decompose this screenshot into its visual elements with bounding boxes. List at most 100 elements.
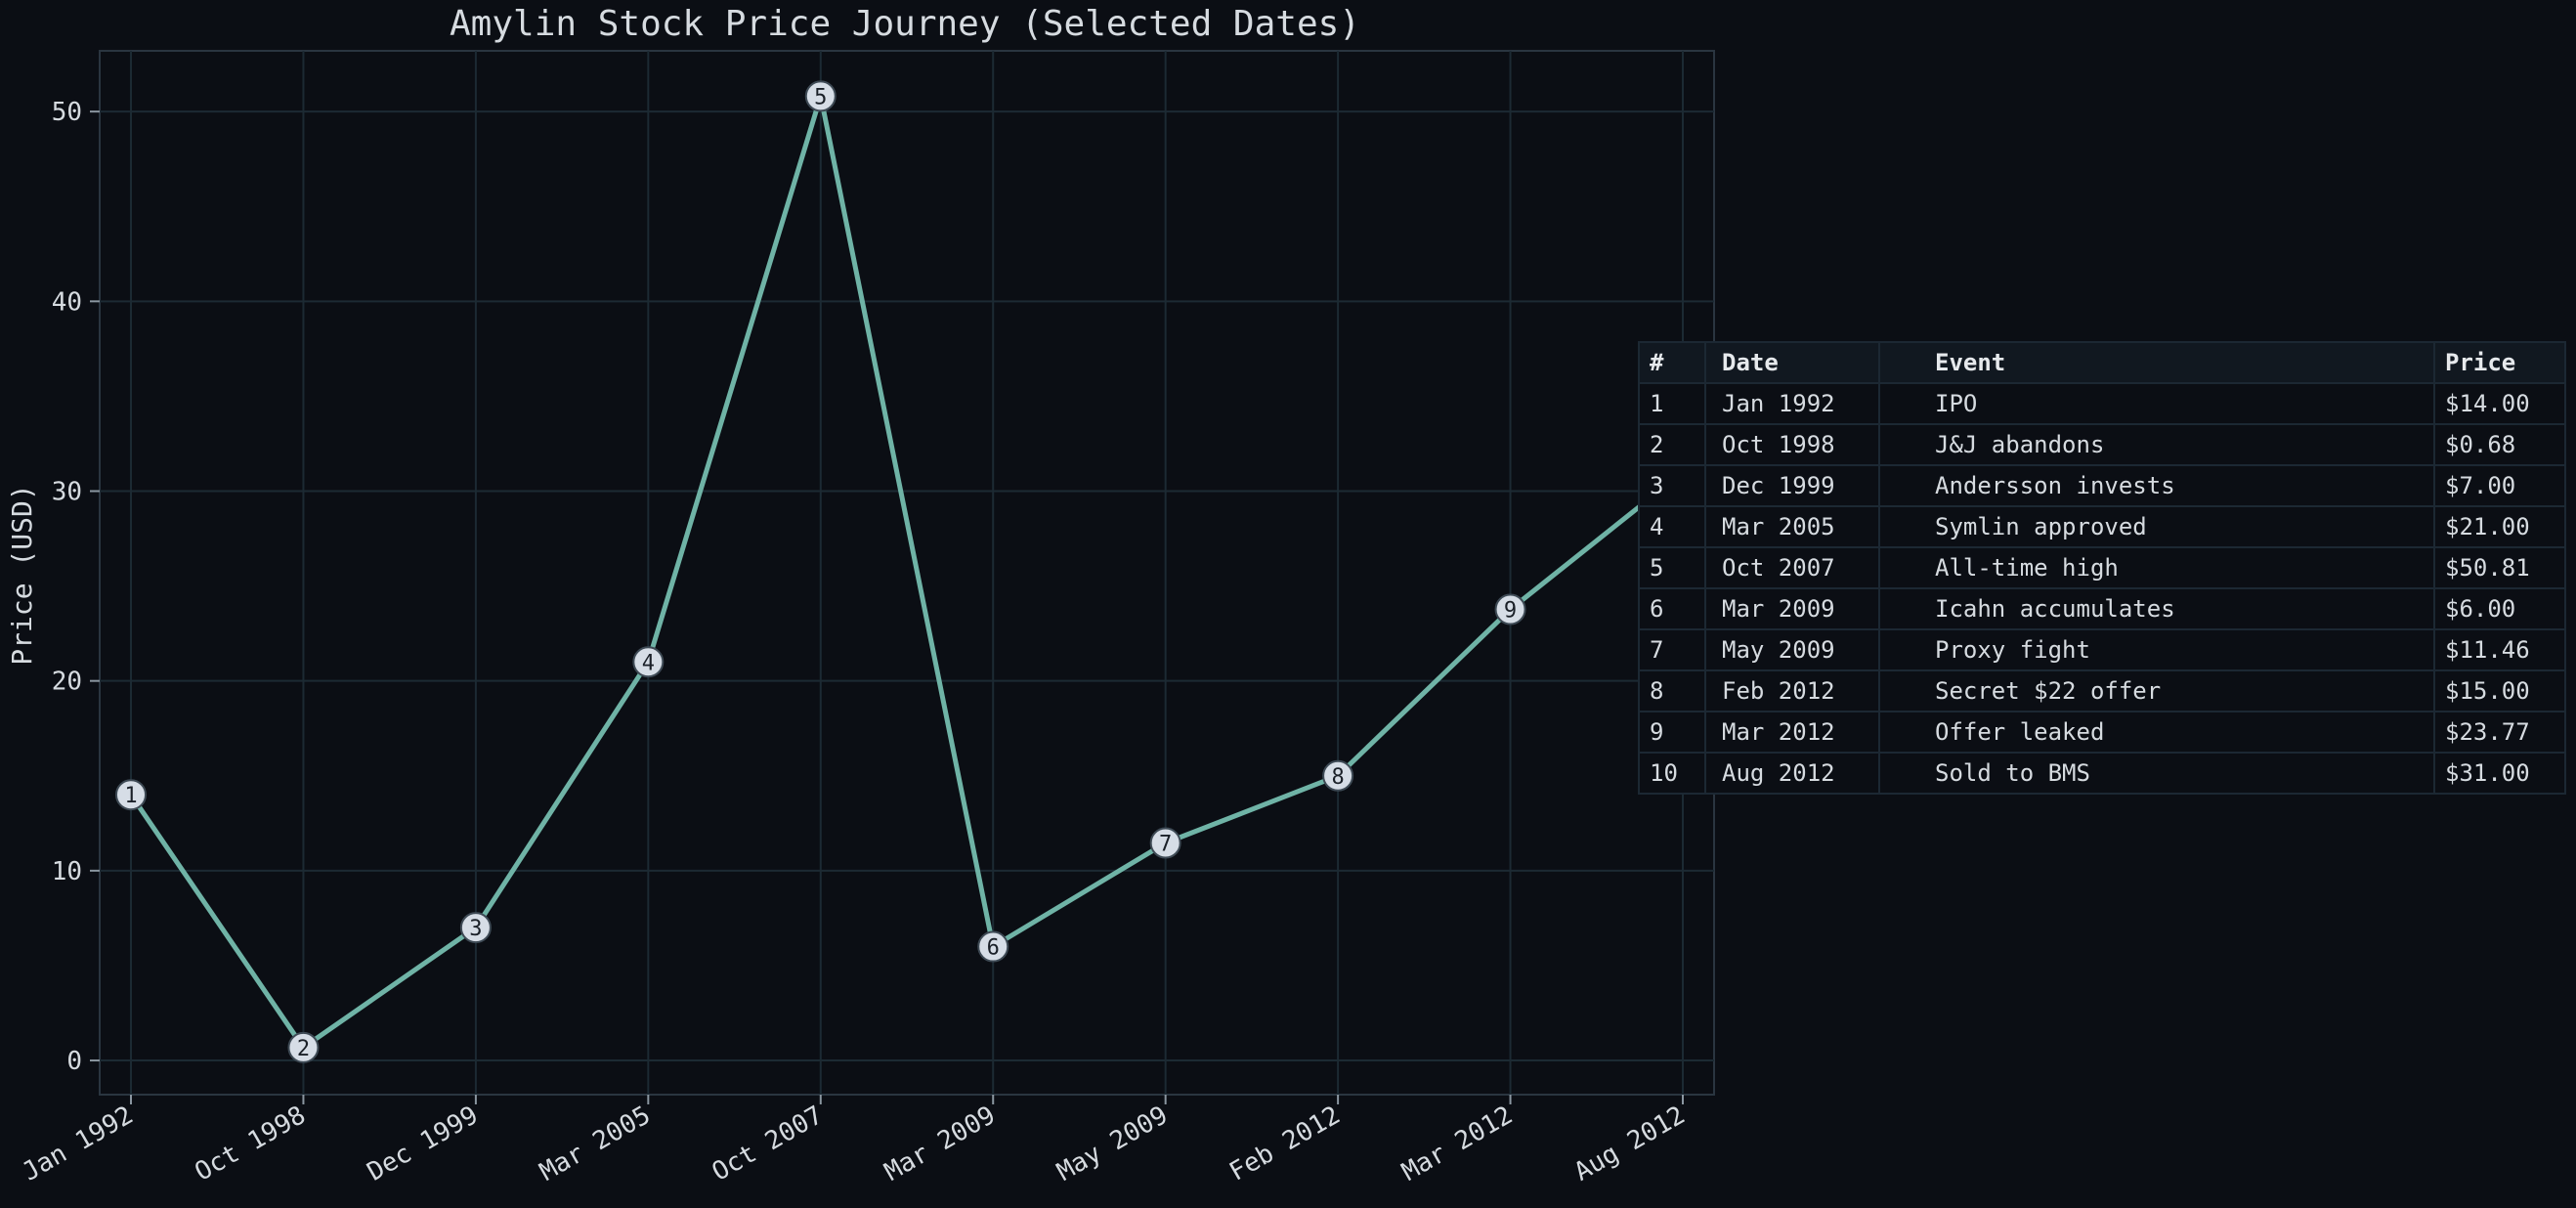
y-tick-label: 10 (52, 857, 82, 886)
table-cell-price: $7.00 (2433, 464, 2566, 507)
table-row: 4 Mar 2005 Symlin approved $21.00 (1638, 505, 2566, 548)
table-cell-price: $31.00 (2433, 752, 2566, 795)
table-cell-number: 5 (1638, 546, 1706, 589)
table-header-date: Date (1704, 341, 1880, 384)
y-tick-label: 50 (52, 98, 82, 127)
table-cell-price: $23.77 (2433, 711, 2566, 754)
table-cell-number: 4 (1638, 505, 1706, 548)
table-header-event: Event (1878, 341, 2435, 384)
table-row: 10 Aug 2012 Sold to BMS $31.00 (1638, 752, 2566, 795)
table-cell-date: Mar 2005 (1704, 505, 1880, 548)
table-cell-price: $21.00 (2433, 505, 2566, 548)
data-point (1322, 759, 1354, 792)
grid-layer (100, 51, 1714, 1095)
y-axis-ticks: 0 10 20 30 40 50 (52, 98, 100, 1076)
table-cell-number: 2 (1638, 423, 1706, 466)
data-point-label: 4 (642, 651, 655, 675)
table-cell-date: May 2009 (1704, 628, 1880, 671)
x-tick-label: May 2009 (1052, 1100, 1173, 1187)
table-cell-event: Icahn accumulates (1878, 587, 2435, 630)
x-axis-ticks: Jan 1992 Oct 1998 Dec 1999 Mar 2005 Oct 2007… (18, 1095, 1691, 1187)
table-cell-number: 7 (1638, 628, 1706, 671)
chart-title: Amylin Stock Price Journey (Selected Dat… (450, 4, 1360, 44)
data-point (1494, 593, 1526, 626)
table-row: 9 Mar 2012 Offer leaked $23.77 (1638, 711, 2566, 754)
table-cell-event: All-time high (1878, 546, 2435, 589)
x-tick-label: Mar 2012 (1397, 1100, 1518, 1187)
x-tick-label: Dec 1999 (363, 1100, 483, 1187)
table-cell-event: Proxy fight (1878, 628, 2435, 671)
table-cell-price: $15.00 (2433, 669, 2566, 712)
x-tick-label: Oct 1998 (190, 1100, 310, 1187)
table-header-price: Price (2433, 341, 2566, 384)
table-cell-event: Offer leaked (1878, 711, 2435, 754)
price-series-line (128, 93, 1686, 1051)
table-cell-date: Aug 2012 (1704, 752, 1880, 795)
y-tick-label: 40 (52, 287, 82, 317)
table-cell-event: Secret $22 offer (1878, 669, 2435, 712)
table-cell-date: Mar 2012 (1704, 711, 1880, 754)
table-cell-date: Mar 2009 (1704, 587, 1880, 630)
data-point (1149, 827, 1181, 859)
table-header-row: # Date Event Price (1638, 341, 2566, 384)
y-tick-label: 20 (52, 668, 82, 697)
table-row: 8 Feb 2012 Secret $22 offer $15.00 (1638, 669, 2566, 712)
plot-border (99, 50, 1715, 1096)
table-row: 3 Dec 1999 Andersson invests $7.00 (1638, 464, 2566, 507)
x-tick-label: Feb 2012 (1224, 1100, 1345, 1187)
table-cell-number: 8 (1638, 669, 1706, 712)
table-row: 7 May 2009 Proxy fight $11.46 (1638, 628, 2566, 671)
data-point-label: 2 (297, 1037, 310, 1061)
table-cell-number: 3 (1638, 464, 1706, 507)
plot-frame (99, 50, 1715, 1096)
table-cell-event: Symlin approved (1878, 505, 2435, 548)
table-cell-price: $6.00 (2433, 587, 2566, 630)
x-tick-label: Jan 1992 (18, 1100, 138, 1187)
data-point-label: 1 (124, 784, 137, 808)
table-cell-price: $11.46 (2433, 628, 2566, 671)
events-table: # Date Event Price 1 Jan 1992 IPO $14.00… (1638, 341, 2566, 795)
data-point (115, 779, 147, 811)
table-cell-date: Oct 2007 (1704, 546, 1880, 589)
data-point-label: 8 (1331, 765, 1344, 790)
y-tick-label: 30 (52, 478, 82, 507)
data-point (459, 912, 492, 944)
data-point-label: 7 (1159, 833, 1172, 857)
data-point-label: 3 (469, 917, 482, 941)
table-cell-number: 1 (1638, 382, 1706, 425)
table-cell-date: Dec 1999 (1704, 464, 1880, 507)
y-axis-label: Price (USD) (6, 484, 38, 665)
table-cell-number: 6 (1638, 587, 1706, 630)
data-point (804, 80, 837, 112)
table-cell-date: Oct 1998 (1704, 423, 1880, 466)
table-row: 2 Oct 1998 J&J abandons $0.68 (1638, 423, 2566, 466)
data-point (287, 1031, 320, 1063)
table-cell-number: 10 (1638, 752, 1706, 795)
table-cell-event: IPO (1878, 382, 2435, 425)
table-cell-event: Sold to BMS (1878, 752, 2435, 795)
table-row: 6 Mar 2009 Icahn accumulates $6.00 (1638, 587, 2566, 630)
data-point (977, 930, 1009, 963)
x-tick-label: Oct 2007 (708, 1100, 828, 1187)
table-cell-number: 9 (1638, 711, 1706, 754)
y-tick-label: 0 (66, 1047, 82, 1076)
table-row: 1 Jan 1992 IPO $14.00 (1638, 382, 2566, 425)
table-cell-price: $14.00 (2433, 382, 2566, 425)
table-cell-date: Jan 1992 (1704, 382, 1880, 425)
table-cell-price: $0.68 (2433, 423, 2566, 466)
table-cell-event: Andersson invests (1878, 464, 2435, 507)
series-layer (128, 93, 1686, 1051)
points-layer: 12345678910 (115, 80, 1698, 1063)
data-point-label: 6 (987, 936, 1000, 961)
table-cell-date: Feb 2012 (1704, 669, 1880, 712)
x-tick-label: Mar 2005 (535, 1100, 655, 1187)
x-tick-label: Aug 2012 (1569, 1100, 1690, 1187)
table-header-number: # (1638, 341, 1706, 384)
table-row: 5 Oct 2007 All-time high $50.81 (1638, 546, 2566, 589)
x-tick-label: Mar 2009 (880, 1100, 1000, 1187)
data-point-label: 5 (814, 85, 827, 109)
table-cell-event: J&J abandons (1878, 423, 2435, 466)
data-point (632, 646, 665, 678)
data-point-label: 9 (1504, 598, 1517, 623)
